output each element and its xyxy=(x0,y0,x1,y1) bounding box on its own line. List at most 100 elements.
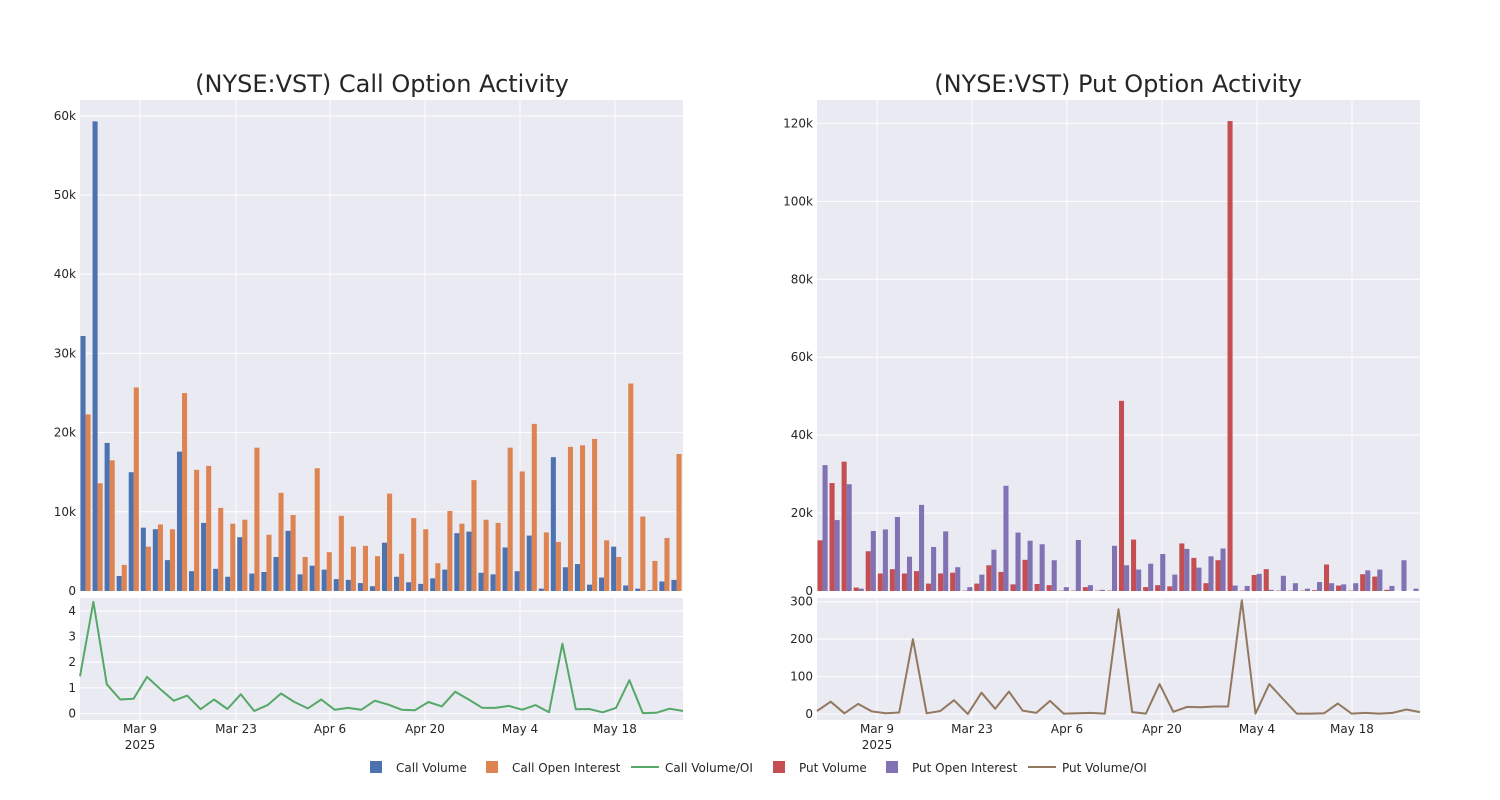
put-volume-bar xyxy=(1360,574,1366,591)
put-open-interest-bar xyxy=(967,587,973,591)
x-tick-label: Apr 6 xyxy=(314,722,346,736)
put-volume-bar xyxy=(1191,557,1197,591)
x-tick-label: Apr 20 xyxy=(1142,722,1182,736)
call-open-interest-bar xyxy=(411,518,417,591)
call-open-interest-bar xyxy=(435,563,441,591)
put-volume-bar xyxy=(865,551,871,591)
y-tick-label: 60k xyxy=(791,350,813,364)
call-open-interest-bar xyxy=(206,465,212,591)
call-volume-bar xyxy=(333,579,339,591)
put-volume-bar xyxy=(1010,584,1016,591)
put-open-interest-bar xyxy=(1268,589,1274,591)
put-volume-bar xyxy=(1034,583,1040,591)
put-volume-bar xyxy=(1167,586,1173,591)
call-volume-bar xyxy=(574,564,581,591)
put-volume-bar xyxy=(889,569,895,591)
call-open-interest-bar xyxy=(676,453,682,591)
call-volume-bar xyxy=(599,577,605,591)
call-volume-bar xyxy=(502,547,508,591)
put-volume-bar xyxy=(1324,564,1330,591)
call-open-interest-bar xyxy=(531,423,537,591)
put-volume-bar xyxy=(853,587,859,591)
put-volume-bar xyxy=(1143,587,1149,591)
ratio-tick-label: 4 xyxy=(68,604,76,618)
call-volume-bar xyxy=(478,572,484,591)
legend-label-call-oi: Call Open Interest xyxy=(512,761,621,775)
call-open-interest-bar xyxy=(592,438,598,591)
put-open-interest-bar xyxy=(1148,563,1154,591)
call-volume-bar xyxy=(164,560,170,591)
call-volume-bar xyxy=(309,565,315,591)
put-volume-bar xyxy=(938,573,944,591)
chart-title: (NYSE:VST) Call Option Activity xyxy=(195,70,569,98)
put-open-interest-bar xyxy=(858,588,864,591)
call-open-interest-bar xyxy=(338,515,344,591)
call-volume-bar xyxy=(80,335,86,591)
call-volume-bar xyxy=(321,569,327,591)
call-open-interest-bar xyxy=(169,529,176,591)
y-tick-label: 60k xyxy=(54,109,76,123)
call-open-interest-bar xyxy=(350,546,356,591)
call-open-interest-bar xyxy=(374,556,381,591)
call-open-interest-bar xyxy=(616,556,622,591)
call-volume-bar xyxy=(442,569,448,591)
call-volume-bar xyxy=(176,451,183,591)
call-volume-bar xyxy=(104,442,110,591)
call-open-interest-bar xyxy=(314,468,320,591)
put-volume-bar xyxy=(913,571,920,591)
call-volume-bar xyxy=(623,585,629,591)
call-volume-bar xyxy=(249,573,255,591)
x-tick-label: Mar 9 xyxy=(123,722,157,736)
x-tick-label: May 18 xyxy=(593,722,637,736)
call-volume-bar xyxy=(225,576,231,591)
put-open-interest-bar xyxy=(1341,584,1347,591)
put-volume-bar xyxy=(950,572,956,591)
put-open-interest-bar xyxy=(1075,539,1081,591)
put-open-interest-bar xyxy=(1063,587,1069,591)
put-open-interest-bar xyxy=(1160,553,1166,591)
put-open-interest-bar xyxy=(1389,585,1395,591)
put-volume-bar xyxy=(1118,400,1125,591)
put-volume-bar xyxy=(1203,583,1209,591)
put-open-interest-bar xyxy=(834,520,840,591)
call-volume-bar xyxy=(671,579,677,591)
y-tick-label: 20k xyxy=(54,426,76,440)
y-tick-label: 30k xyxy=(54,346,76,360)
ratio-tick-label: 300 xyxy=(790,595,813,609)
x-tick-label: May 4 xyxy=(1239,722,1275,736)
put-open-interest-bar xyxy=(906,556,913,591)
put-volume-bar xyxy=(1046,585,1052,591)
call-volume-bar xyxy=(587,584,593,591)
put-open-interest-bar xyxy=(1329,583,1335,591)
call-volume-bar xyxy=(92,121,98,591)
call-open-interest-bar xyxy=(302,556,308,591)
call-open-interest-bar xyxy=(567,446,574,591)
put-open-interest-bar xyxy=(1413,588,1419,591)
put-open-interest-bar xyxy=(1184,548,1190,591)
call-volume-bar xyxy=(381,542,388,591)
call-volume-bar xyxy=(128,472,134,591)
put-open-interest-bar xyxy=(1208,556,1214,591)
call-volume-bar xyxy=(514,571,520,591)
call-open-interest-bar xyxy=(230,523,236,591)
put-volume-bar xyxy=(817,540,823,591)
y-tick-label: 100k xyxy=(783,194,813,208)
put-open-interest-bar xyxy=(1087,585,1093,591)
put-volume-bar xyxy=(1263,569,1269,591)
call-open-interest-bar xyxy=(483,519,489,591)
call-volume-bar xyxy=(140,527,146,591)
call-open-interest-bar xyxy=(507,447,513,591)
y-tick-label: 120k xyxy=(783,116,813,130)
call-open-interest-bar xyxy=(109,460,115,591)
call-volume-bar xyxy=(430,578,436,591)
call-volume-bar xyxy=(201,522,207,591)
put-open-interest-bar xyxy=(919,504,925,591)
legend-label-put-oi: Put Open Interest xyxy=(912,761,1018,775)
call-volume-bar xyxy=(466,531,472,591)
call-open-interest-bar xyxy=(459,523,465,591)
put-open-interest-bar xyxy=(1136,569,1142,591)
put-volume-bar xyxy=(877,573,883,591)
call-open-interest-bar xyxy=(628,383,634,591)
put-open-interest-bar xyxy=(1244,585,1250,591)
put-open-interest-bar xyxy=(1256,573,1262,591)
